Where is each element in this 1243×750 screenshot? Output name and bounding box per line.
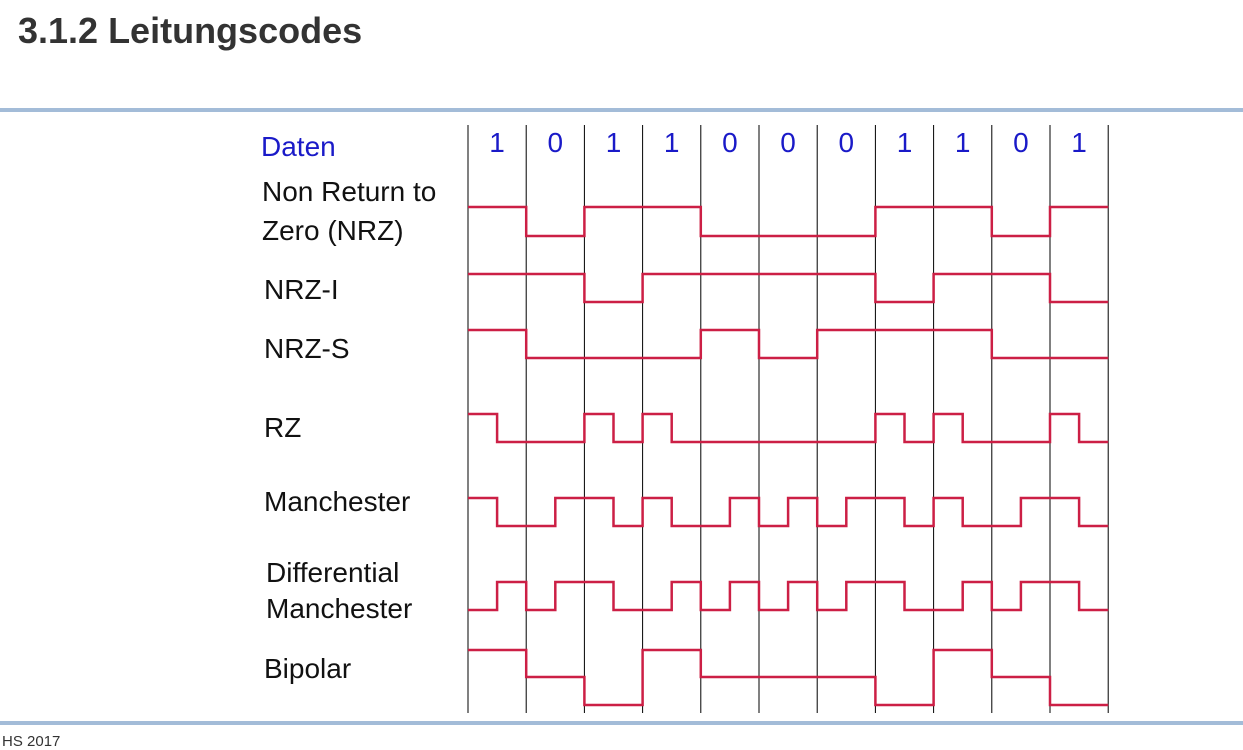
signal-nrzs	[468, 328, 1109, 360]
bit-label: 0	[839, 127, 855, 158]
row-label-nrz: Zero (NRZ)	[262, 215, 404, 246]
signal-manchester	[468, 496, 1109, 528]
row-label-nrz: Non Return to	[262, 176, 436, 207]
footer-text: HS 2017	[2, 733, 61, 750]
page-title: 3.1.2 Leitungscodes	[18, 10, 363, 51]
bit-label: 1	[606, 127, 622, 158]
signal-bipolar	[468, 648, 1109, 707]
header-rule	[0, 108, 1243, 112]
bit-label: 0	[548, 127, 564, 158]
bit-label: 0	[722, 127, 738, 158]
row-label-manchester: Manchester	[264, 486, 410, 517]
bit-label: 1	[489, 127, 505, 158]
row-label-nrzs: NRZ-S	[264, 333, 350, 364]
bit-label: 1	[955, 127, 971, 158]
footer-rule	[0, 721, 1243, 725]
row-label-diffmanchester: Manchester	[266, 593, 412, 624]
row-label-bipolar: Bipolar	[264, 653, 351, 684]
row-label-nrzi: NRZ-I	[264, 274, 339, 305]
signal-rz	[468, 412, 1109, 444]
signal-diffmanchester	[468, 580, 1109, 612]
signal-nrzi	[468, 272, 1109, 304]
signal-nrz	[468, 205, 1109, 238]
bit-label: 0	[780, 127, 796, 158]
row-label-rz: RZ	[264, 412, 301, 443]
bit-label: 1	[1071, 127, 1087, 158]
bit-label: 1	[897, 127, 913, 158]
data-label: Daten	[261, 131, 336, 162]
bit-label: 0	[1013, 127, 1029, 158]
bit-label: 1	[664, 127, 680, 158]
row-label-diffmanchester: Differential	[266, 557, 399, 588]
